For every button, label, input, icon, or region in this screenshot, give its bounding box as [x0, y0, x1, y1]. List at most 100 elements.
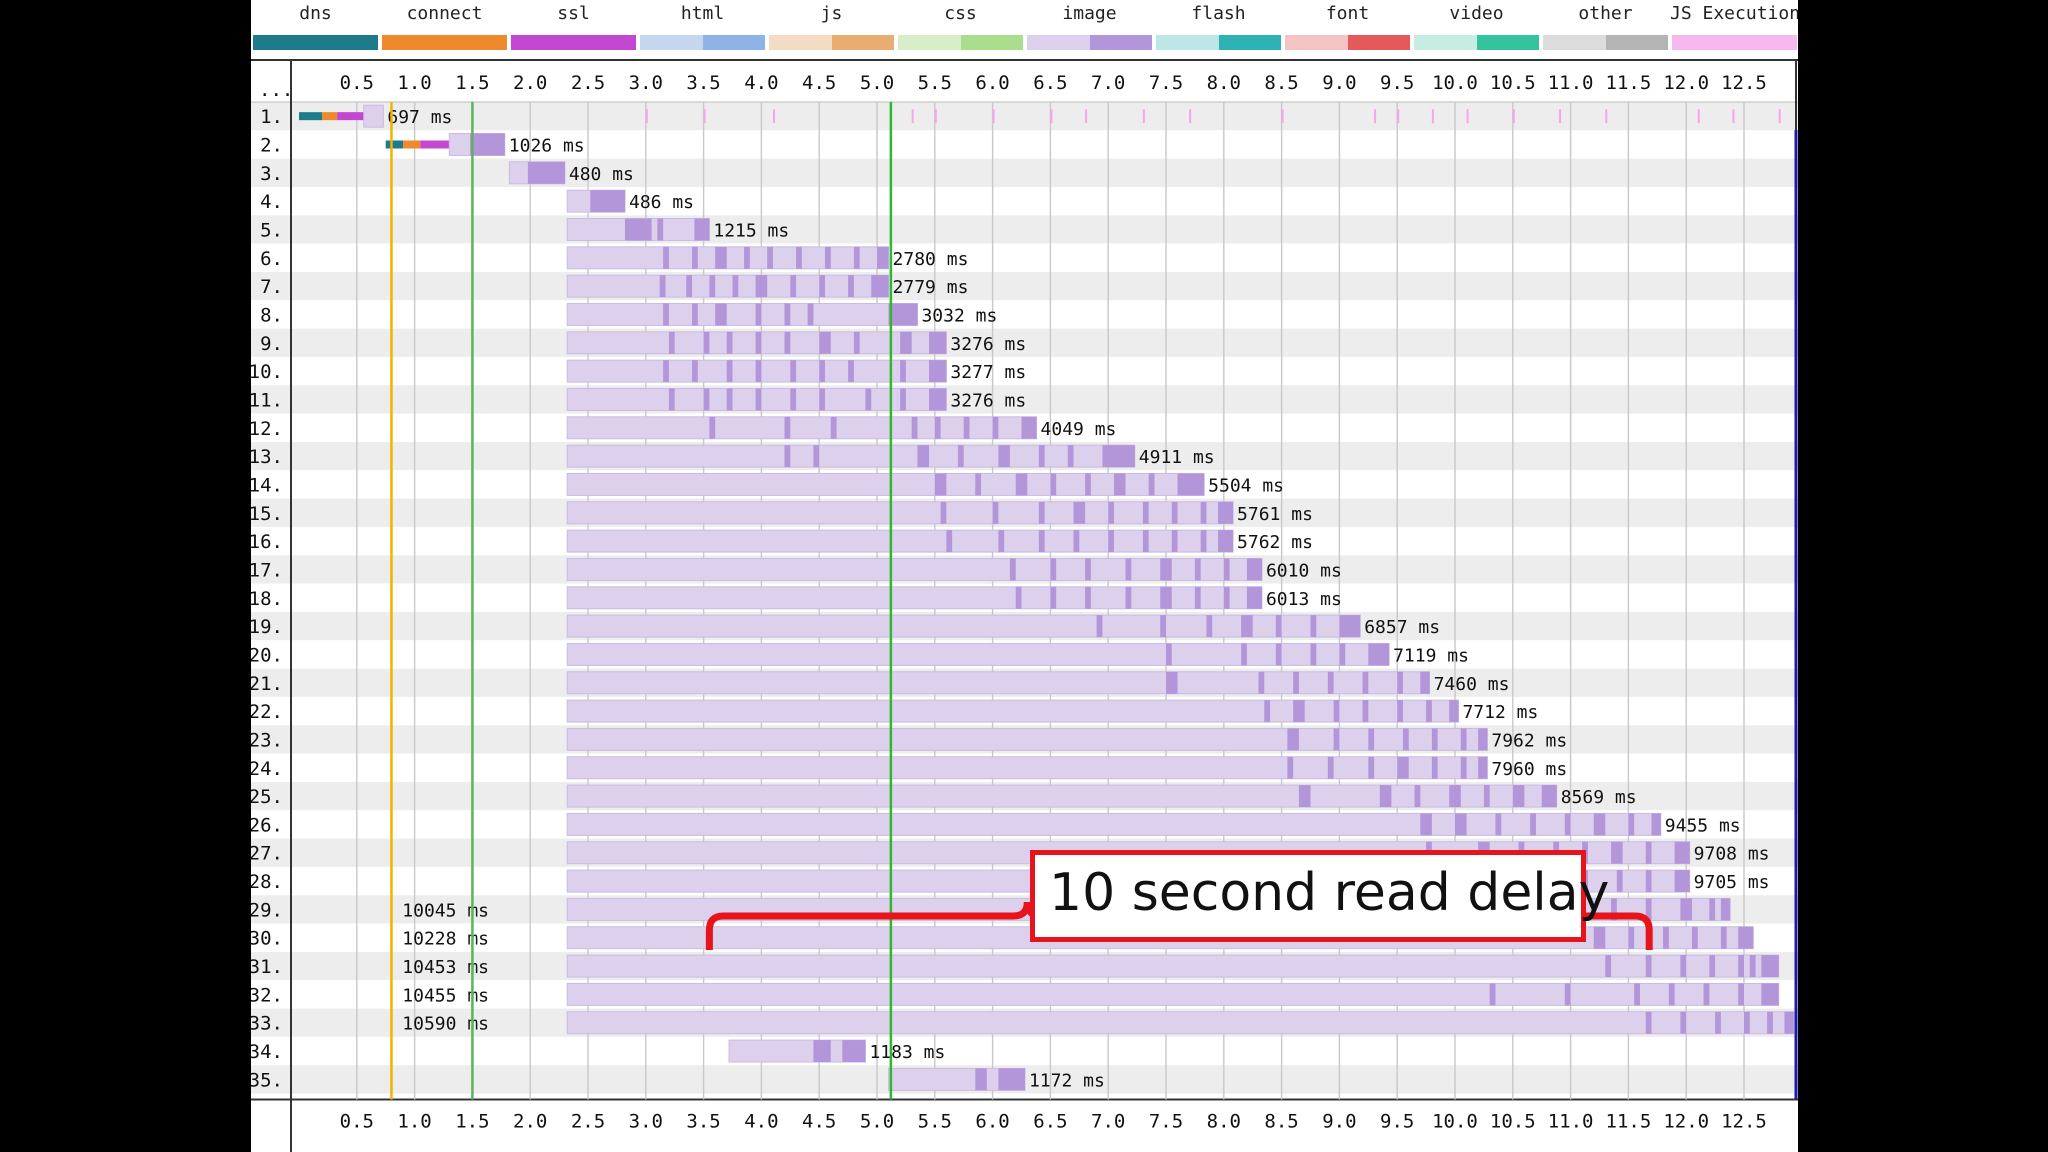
x-tick-label-bottom: 3.5	[686, 1111, 720, 1133]
request-row: 21. 7460 ms	[251, 671, 1510, 695]
download-chunk	[911, 416, 918, 439]
download-chunk	[1368, 643, 1390, 666]
js-execution-tick	[1397, 109, 1400, 124]
js-execution-tick	[1050, 109, 1053, 124]
request-time-label: 9455 ms	[1665, 815, 1741, 836]
download-chunk	[692, 303, 698, 326]
download-chunk	[1761, 955, 1779, 978]
bottom-axis-band	[251, 1099, 1798, 1152]
x-tick-label-bottom: 3.0	[629, 1111, 663, 1133]
request-row: 10. 3277 ms	[251, 359, 1026, 383]
row-number: 2.	[260, 134, 283, 156]
download-chunk	[744, 246, 750, 269]
download-chunk	[1402, 728, 1409, 751]
row-background	[251, 356, 1798, 386]
download-chunk	[807, 303, 814, 326]
download-chunk	[1495, 813, 1502, 836]
download-chunk	[1200, 501, 1207, 524]
annotation-callout: 10 second read delay	[1030, 850, 1609, 942]
request-row: 24. 7960 ms	[251, 756, 1567, 780]
download-chunk	[940, 501, 947, 524]
download-chunk	[1744, 1011, 1750, 1034]
request-bar	[566, 954, 1780, 978]
download-chunk	[668, 331, 675, 354]
x-tick-label-top: 8.0	[1207, 72, 1241, 94]
request-row: 16. 5762 ms	[251, 529, 1313, 553]
download-chunk	[1085, 586, 1091, 609]
download-chunk	[1784, 1011, 1794, 1034]
download-chunk	[663, 246, 669, 269]
row-number: 16.	[251, 531, 283, 553]
download-chunk	[1397, 756, 1409, 779]
legend-swatch	[1156, 35, 1281, 50]
request-row: 9. 3276 ms	[260, 331, 1026, 355]
download-chunk	[692, 360, 698, 383]
legend-item-js: js	[767, 0, 896, 58]
download-chunk	[767, 246, 773, 269]
download-chunk	[1310, 615, 1317, 638]
download-chunk	[715, 303, 727, 326]
row-background	[251, 271, 1798, 301]
x-tick-label-bottom: 1.5	[455, 1111, 489, 1133]
row-background	[251, 1036, 1798, 1066]
request-row: 33. 10590 ms	[251, 1011, 1795, 1035]
x-tick-label-top: 0.5	[340, 72, 374, 94]
download-chunk	[663, 303, 669, 326]
download-chunk	[686, 275, 693, 298]
legend-swatch	[640, 35, 765, 50]
ellipsis-label: ...	[259, 79, 293, 101]
download-chunk	[1720, 898, 1731, 921]
download-chunk	[790, 275, 797, 298]
request-time-label: 7460 ms	[1434, 674, 1510, 695]
download-chunk	[470, 133, 505, 156]
download-chunk	[1200, 530, 1207, 553]
request-bar	[566, 727, 1488, 751]
request-bar	[566, 642, 1390, 666]
download-chunk	[963, 416, 970, 439]
download-chunk	[1160, 586, 1172, 609]
legend-swatch	[1027, 35, 1152, 50]
request-bar	[566, 302, 918, 326]
download-chunk	[1379, 785, 1392, 808]
row-number: 30.	[251, 928, 283, 950]
download-chunk	[1102, 445, 1135, 468]
request-bar	[566, 246, 890, 270]
download-chunk	[1628, 926, 1635, 949]
download-chunk	[1021, 416, 1037, 439]
download-chunk	[1293, 671, 1299, 694]
download-chunk	[1258, 671, 1265, 694]
download-chunk	[813, 445, 820, 468]
download-chunk	[1709, 898, 1716, 921]
request-time-label: 2780 ms	[893, 249, 969, 270]
request-time-label: 486 ms	[629, 192, 694, 213]
download-chunk	[1085, 558, 1091, 581]
download-chunk	[1275, 643, 1282, 666]
download-chunk	[1148, 473, 1155, 496]
row-background	[251, 243, 1798, 272]
download-chunk	[1050, 558, 1057, 581]
download-chunk	[1241, 615, 1253, 638]
download-chunk	[527, 161, 565, 184]
row-number: 23.	[251, 729, 283, 751]
x-tick-label-top: 5.0	[860, 72, 894, 94]
request-time-label: 6857 ms	[1364, 617, 1440, 638]
download-chunk	[992, 416, 999, 439]
download-chunk	[1420, 671, 1430, 694]
download-chunk	[1645, 1011, 1652, 1034]
x-tick-label-top: 11.0	[1548, 72, 1594, 94]
request-bar	[566, 1011, 1795, 1035]
download-chunk	[1460, 728, 1467, 751]
download-chunk	[853, 331, 860, 354]
legend-item-js-execution: JS Execution	[1670, 0, 1798, 58]
download-chunk	[1668, 983, 1675, 1006]
request-bar	[566, 699, 1459, 723]
download-chunk	[755, 388, 762, 411]
request-row: 8. 3032 ms	[260, 302, 997, 326]
row-number: 11.	[251, 389, 283, 411]
legend-label: js	[820, 3, 843, 24]
request-bar	[363, 104, 384, 128]
x-tick-label-top: 3.5	[686, 72, 720, 94]
request-time-label: 10228 ms	[402, 929, 489, 950]
download-chunk	[1038, 530, 1045, 553]
download-chunk	[1293, 700, 1305, 723]
